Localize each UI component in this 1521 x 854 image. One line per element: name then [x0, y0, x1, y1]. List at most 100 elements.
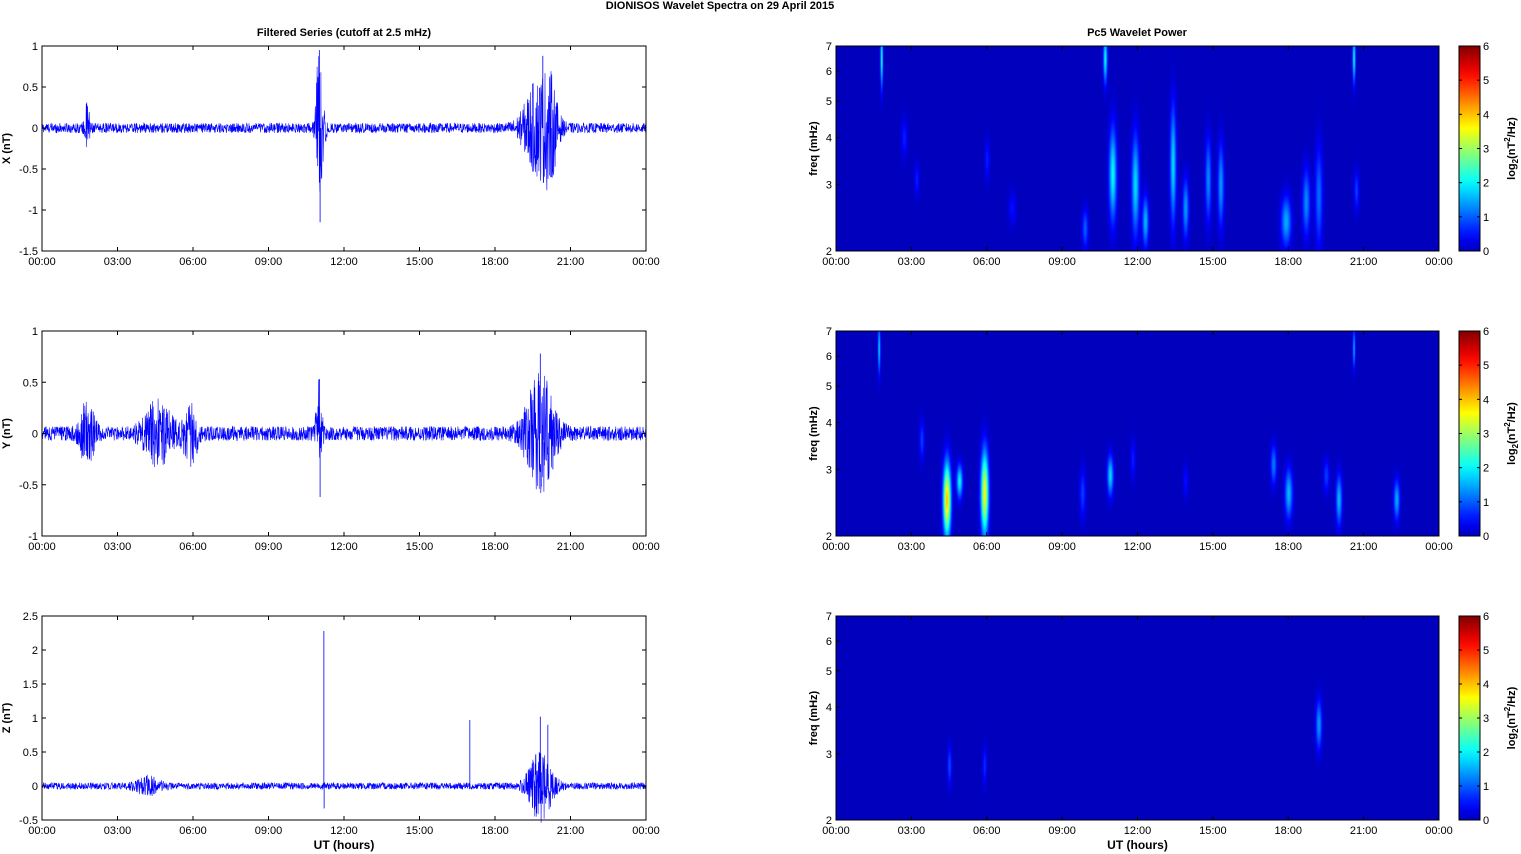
colorbar-gradient	[1458, 45, 1481, 252]
spectrum-image	[836, 46, 1439, 251]
spectrum-xtick-label: 00:00	[822, 541, 850, 553]
colorbar: 0 1 2 3 4 5 6 log2(nT2/Hz)	[1458, 41, 1520, 258]
ylabel: freq (mHz)	[808, 121, 820, 176]
spectrum-xtick-label: 03:00	[898, 541, 926, 553]
ylabel: Y (nT)	[1, 418, 13, 449]
spectrum-xtick-label: 09:00	[1048, 256, 1076, 268]
colorbar-label: log2(nT2/Hz)	[1503, 402, 1520, 465]
spectrum-xtick-label: 12:00	[1124, 825, 1152, 837]
ytick-label: 1.5	[23, 679, 38, 691]
right-column-title: Pc5 Wavelet Power	[1087, 27, 1188, 39]
ytick-label: -0.5	[19, 480, 38, 492]
ytick-label: 1	[32, 713, 38, 725]
series-xtick-label: 00:00	[632, 256, 660, 268]
colorbar-tick-label: 5	[1483, 645, 1489, 657]
colorbar-tick-label: 6	[1483, 326, 1489, 338]
spectrum-xtick-label: 00:00	[1425, 825, 1453, 837]
ytick-label: 6	[826, 66, 832, 78]
spectrum-canvas	[836, 616, 1439, 820]
spectrum-canvas	[836, 331, 1439, 536]
ytick-label: 3	[826, 749, 832, 761]
ytick-label: 3	[826, 465, 832, 477]
series-xtick-label: 03:00	[104, 256, 132, 268]
series-xtick-label: 03:00	[104, 825, 132, 837]
colorbar-label: log2(nT2/Hz)	[1503, 686, 1520, 749]
colorbar-tick-label: 2	[1483, 178, 1489, 190]
ytick-label: 2	[826, 815, 832, 827]
series-panel-y: 1 0.5 0 -0.5 -1 Y (nT) 00:00 03:00 06:00 09:00 12:…	[1, 326, 660, 553]
colorbar-tick-label: 1	[1483, 497, 1489, 509]
series-trace	[41, 752, 647, 823]
spectrum-xtick-label: 03:00	[898, 256, 926, 268]
ytick-label: -1	[28, 531, 38, 543]
spectrum-panel-x: 2 3 4 5 6 7 freq (mHz) 00:00 03:00 06:00 09:00 12:0…	[808, 41, 1520, 268]
spectrum-xtick-label: 18:00	[1274, 825, 1302, 837]
spectrum-xtick-label: 15:00	[1199, 256, 1227, 268]
ytick-label: 0.5	[23, 82, 38, 94]
spectrum-xtick-label: 12:00	[1124, 541, 1152, 553]
spectrum-canvas	[836, 46, 1439, 251]
ytick-label: 0.5	[23, 377, 38, 389]
series-xtick-label: 21:00	[557, 541, 585, 553]
colorbar-tick-label: 1	[1483, 212, 1489, 224]
ytick-label: 2	[32, 645, 38, 657]
ytick-label: 0	[32, 429, 38, 441]
colorbar-tick-label: 3	[1483, 429, 1489, 441]
ytick-label: 2	[826, 246, 832, 258]
ytick-label: 7	[826, 41, 832, 53]
colorbar-tick-label: 6	[1483, 611, 1489, 623]
ylabel: X (nT)	[1, 133, 13, 164]
ytick-label: 1	[32, 326, 38, 338]
series-xtick-label: 15:00	[406, 256, 434, 268]
spectrum-xtick-label: 09:00	[1048, 825, 1076, 837]
series-xtick-label: 18:00	[481, 256, 509, 268]
spectrum-xtick-label: 15:00	[1199, 541, 1227, 553]
colorbar-tick-label: 6	[1483, 41, 1489, 53]
colorbar-tick-label: 2	[1483, 463, 1489, 475]
spectrum-xtick-label: 06:00	[973, 541, 1001, 553]
series-panel-z: 2.5 2 1.5 1 0.5 0 -0.5 Z (nT) 00:00 03:00 06:00 09:…	[1, 611, 660, 852]
series-xtick-label: 00:00	[28, 825, 56, 837]
series-xtick-label: 06:00	[179, 825, 207, 837]
colorbar-tick-label: 1	[1483, 781, 1489, 793]
series-xtick-label: 00:00	[28, 256, 56, 268]
ytick-label: 4	[826, 418, 832, 430]
spectrum-image	[836, 331, 1439, 536]
ytick-label: 1	[32, 41, 38, 53]
colorbar-gradient	[1458, 615, 1481, 821]
spectrum-panel-z: 2 3 4 5 6 7 freq (mHz) 00:00 03:00 06:00 09:00 12:0…	[808, 611, 1520, 852]
spectrum-xtick-label: 06:00	[973, 825, 1001, 837]
series-xtick-label: 00:00	[632, 541, 660, 553]
spectrum-xtick-label: 06:00	[973, 256, 1001, 268]
spectrum-xtick-label: 12:00	[1124, 256, 1152, 268]
colorbar-tick-label: 4	[1483, 109, 1489, 121]
ytick-label: 5	[826, 381, 832, 393]
ytick-label: 0	[32, 123, 38, 135]
figure-title: DIONISOS Wavelet Spectra on 29 April 201…	[606, 0, 834, 12]
ytick-label: 4	[826, 133, 832, 145]
colorbar-label: log2(nT2/Hz)	[1503, 117, 1520, 180]
spectrum-xtick-label: 09:00	[1048, 541, 1076, 553]
series-xtick-label: 12:00	[330, 825, 358, 837]
spectrum-xtick-label: 21:00	[1350, 256, 1378, 268]
ytick-label: 2	[826, 531, 832, 543]
series-xtick-label: 03:00	[104, 541, 132, 553]
series-xtick-label: 09:00	[255, 825, 283, 837]
colorbar-tick-label: 2	[1483, 747, 1489, 759]
series-xtick-label: 06:00	[179, 541, 207, 553]
colorbar-tick-label: 4	[1483, 394, 1489, 406]
series-xlabel: UT (hours)	[314, 838, 375, 852]
colorbar-gradient	[1458, 330, 1481, 537]
ylabel: freq (mHz)	[808, 690, 820, 745]
spectrum-panel-y: 2 3 4 5 6 7 freq (mHz) 00:00 03:00 06:00 09:00 12:0…	[808, 326, 1520, 553]
spectrum-xtick-label: 00:00	[1425, 256, 1453, 268]
series-xtick-label: 06:00	[179, 256, 207, 268]
series-xtick-label: 00:00	[632, 825, 660, 837]
ytick-label: 6	[826, 636, 832, 648]
spectrum-xtick-label: 03:00	[898, 825, 926, 837]
colorbar-tick-label: 4	[1483, 679, 1489, 691]
ytick-label: -0.5	[19, 815, 38, 827]
colorbar: 0 1 2 3 4 5 6 log2(nT2/Hz)	[1458, 326, 1520, 543]
ytick-label: -1	[28, 205, 38, 217]
